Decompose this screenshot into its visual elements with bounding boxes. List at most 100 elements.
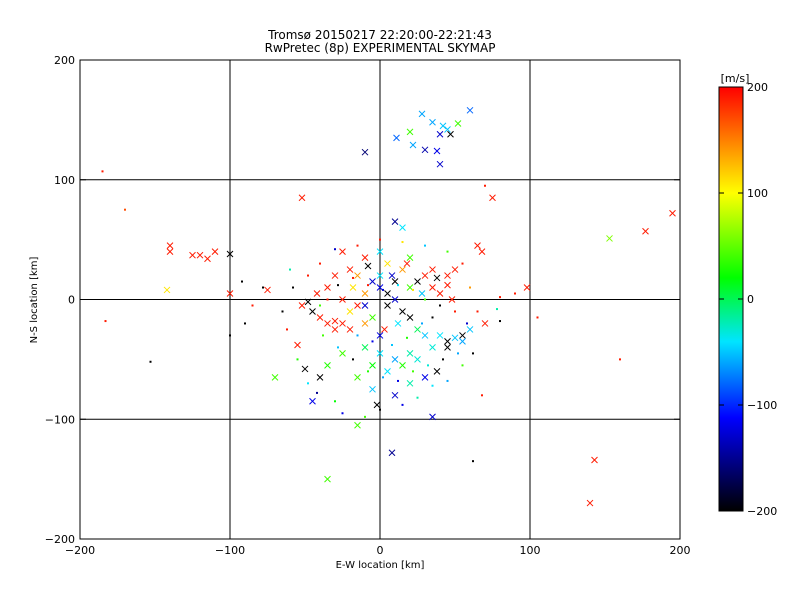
data-point xyxy=(316,373,324,381)
data-point xyxy=(642,227,649,235)
data-point xyxy=(381,326,388,333)
data-point xyxy=(429,266,436,273)
data-point xyxy=(444,126,451,133)
data-point xyxy=(451,266,459,273)
data-point xyxy=(316,314,324,321)
data-point xyxy=(414,356,421,363)
data-point xyxy=(591,456,598,464)
data-point xyxy=(499,320,501,323)
data-point xyxy=(324,320,331,327)
data-point xyxy=(412,288,414,291)
data-point xyxy=(309,308,316,315)
data-point xyxy=(424,298,426,301)
data-point xyxy=(401,403,404,406)
data-point xyxy=(444,344,451,351)
data-point xyxy=(334,248,336,251)
data-point xyxy=(384,302,391,309)
data-point xyxy=(367,370,369,373)
data-point xyxy=(384,260,391,267)
data-point xyxy=(226,290,234,297)
data-point xyxy=(397,284,399,287)
colorbar-tick-label: −200 xyxy=(747,505,777,518)
data-point xyxy=(204,255,211,263)
data-point xyxy=(304,298,312,306)
data-point xyxy=(586,499,594,507)
data-point xyxy=(429,118,436,126)
data-point xyxy=(391,344,393,347)
data-point xyxy=(429,344,436,351)
data-point xyxy=(316,391,318,394)
data-point xyxy=(313,290,321,297)
data-point xyxy=(393,134,400,142)
y-tick-label: −100 xyxy=(45,413,75,426)
data-point xyxy=(451,334,459,342)
data-point xyxy=(307,382,309,385)
data-point xyxy=(412,370,414,373)
data-point xyxy=(382,376,384,379)
x-tick-label: −200 xyxy=(65,544,95,557)
data-point xyxy=(472,460,474,463)
data-point xyxy=(196,251,204,259)
data-point xyxy=(536,316,539,319)
data-point xyxy=(379,408,381,411)
y-axis-label: N-S location [km] xyxy=(29,257,40,344)
chart-title: Tromsø 20150217 22:20:00-22:21:43 xyxy=(267,28,492,42)
data-point xyxy=(469,286,471,289)
data-point xyxy=(334,400,336,403)
data-point xyxy=(331,317,339,325)
data-point xyxy=(341,412,344,415)
data-point xyxy=(361,254,369,261)
data-point xyxy=(339,320,346,327)
data-point xyxy=(391,391,399,399)
data-point xyxy=(421,332,429,339)
data-point xyxy=(346,308,354,315)
data-point xyxy=(406,254,414,261)
data-point xyxy=(101,170,104,173)
x-tick-label: −100 xyxy=(215,544,245,557)
data-point xyxy=(384,367,391,375)
data-point xyxy=(619,358,621,361)
data-point xyxy=(436,160,444,168)
data-point xyxy=(439,122,447,130)
data-point xyxy=(354,302,361,309)
data-point xyxy=(399,362,406,369)
data-point xyxy=(319,262,321,265)
data-point xyxy=(436,130,444,138)
data-point xyxy=(427,364,429,367)
data-point xyxy=(454,120,462,127)
data-point xyxy=(478,248,486,255)
data-point xyxy=(373,401,381,409)
data-point xyxy=(472,352,474,355)
data-point xyxy=(326,298,329,301)
data-point xyxy=(406,314,414,321)
data-point xyxy=(444,281,451,289)
data-point xyxy=(384,290,391,297)
data-point xyxy=(429,413,436,421)
data-point xyxy=(307,274,309,277)
data-point xyxy=(447,130,454,138)
data-point xyxy=(369,362,376,369)
data-point xyxy=(489,194,496,202)
data-point xyxy=(406,350,414,357)
data-point xyxy=(361,344,369,351)
data-point xyxy=(421,272,429,279)
data-point xyxy=(271,373,279,381)
data-point xyxy=(406,379,414,387)
data-points xyxy=(101,106,676,507)
data-point xyxy=(376,272,384,279)
data-point xyxy=(294,341,301,349)
data-point xyxy=(606,235,613,242)
data-point xyxy=(431,316,434,319)
y-tick-label: 0 xyxy=(68,294,75,307)
data-point xyxy=(292,286,294,289)
data-point xyxy=(324,475,331,483)
data-point xyxy=(391,356,399,363)
data-point xyxy=(337,284,339,287)
y-axis-ticks: −200 −100 0 100 200 xyxy=(45,54,680,546)
data-point xyxy=(369,385,376,393)
data-point xyxy=(436,290,444,297)
data-point xyxy=(484,184,486,187)
data-point xyxy=(262,286,264,289)
y-tick-label: 200 xyxy=(54,54,75,67)
data-point xyxy=(339,350,346,357)
